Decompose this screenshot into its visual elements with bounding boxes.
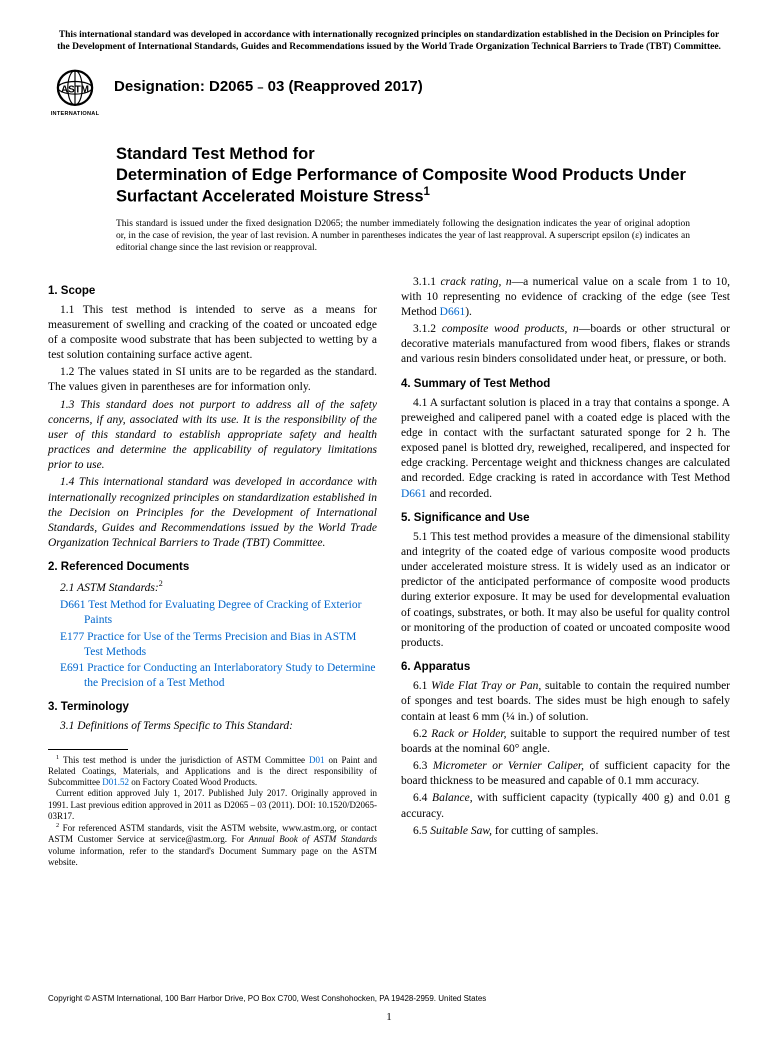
svg-text:ASTM: ASTM [61,84,89,95]
columns: 1. Scope 1.1 This test method is intende… [48,275,730,868]
link-e691[interactable]: E691 [60,662,84,674]
designation-prefix: Designation: D2065 [114,78,257,95]
link-e177[interactable]: E177 [60,631,84,643]
copyright: Copyright © ASTM International, 100 Barr… [48,994,486,1003]
summary-heading: 4. Summary of Test Method [401,378,730,390]
ref-e177: E177 Practice for Use of the Terms Preci… [48,630,377,660]
para-2-1: 2.1 ASTM Standards:2 [48,579,377,596]
para-1-2: 1.2 The values stated in SI units are to… [48,365,377,395]
title-block: Standard Test Method for Determination o… [116,144,730,207]
para-3-1-1: 3.1.1 crack rating, n—a numerical value … [401,275,730,321]
title-line2: Determination of Edge Performance of Com… [116,166,686,206]
para-4-1: 4.1 A surfactant solution is placed in a… [401,396,730,502]
apparatus-heading: 6. Apparatus [401,661,730,673]
title-sup: 1 [424,186,430,198]
para-6-5: 6.5 Suitable Saw, for cutting of samples… [401,824,730,839]
top-notice: This international standard was develope… [48,30,730,54]
para-1-1: 1.1 This test method is intended to serv… [48,303,377,364]
link-d661-r[interactable]: D661 [440,306,466,318]
designation: Designation: D2065 – 03 (Reapproved 2017… [114,68,423,95]
para-1-4: 1.4 This international standard was deve… [48,475,377,551]
page-number: 1 [0,1011,778,1023]
para-6-1: 6.1 Wide Flat Tray or Pan, suitable to c… [401,679,730,725]
para-1-3: 1.3 This standard does not purport to ad… [48,398,377,474]
para-3-1: 3.1 Definitions of Terms Specific to Thi… [48,719,377,734]
right-column: 3.1.1 crack rating, n—a numerical value … [401,275,730,868]
link-d01[interactable]: D01 [309,755,325,765]
footnote-2: 2 For referenced ASTM standards, visit t… [48,822,377,868]
refdocs-heading: 2. Referenced Documents [48,561,377,573]
link-d661[interactable]: D661 [60,599,86,611]
astm-logo: ASTM INTERNATIONAL [48,68,102,122]
para-6-4: 6.4 Balance, with sufficient capacity (t… [401,791,730,821]
significance-heading: 5. Significance and Use [401,512,730,524]
footnote-1: 1 This test method is under the jurisdic… [48,754,377,789]
title-line1: Standard Test Method for [116,145,315,163]
para-6-3: 6.3 Micrometer or Vernier Caliper, of su… [401,759,730,789]
ref-e691: E691 Practice for Conducting an Interlab… [48,661,377,691]
header-row: ASTM INTERNATIONAL Designation: D2065 – … [48,68,730,122]
terminology-heading: 3. Terminology [48,701,377,713]
footnote-rule [48,749,128,750]
svg-text:INTERNATIONAL: INTERNATIONAL [51,111,100,117]
para-5-1: 5.1 This test method provides a measure … [401,530,730,651]
left-column: 1. Scope 1.1 This test method is intende… [48,275,377,868]
link-d0152[interactable]: D01.52 [102,777,129,787]
ref-d661: D661 Test Method for Evaluating Degree o… [48,598,377,628]
designation-suffix: 03 (Reapproved 2017) [264,78,423,95]
issue-note: This standard is issued under the fixed … [116,218,690,255]
scope-heading: 1. Scope [48,285,377,297]
link-d661-s4[interactable]: D661 [401,488,427,500]
footnote-1b: Current edition approved July 1, 2017. P… [48,788,377,822]
para-3-1-2: 3.1.2 composite wood products, n—boards … [401,322,730,368]
para-6-2: 6.2 Rack or Holder, suitable to support … [401,727,730,757]
